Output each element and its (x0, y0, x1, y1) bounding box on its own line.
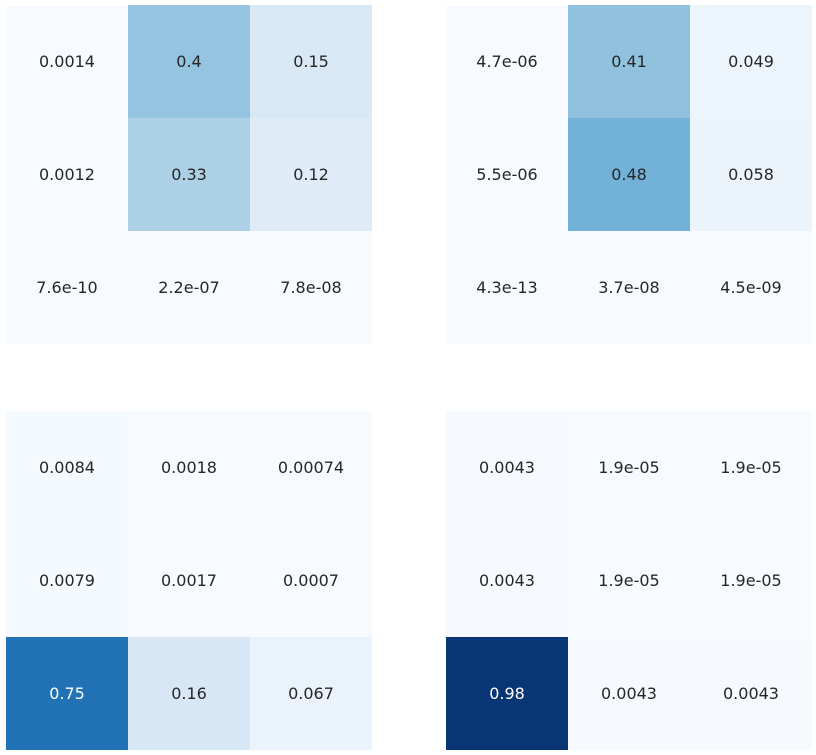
heatmap-cell-p1-r3-c3 (250, 231, 372, 344)
heatmap-cell-p2-r3-c1 (446, 231, 568, 344)
heatmap-cell-p2-r2-c2 (568, 118, 690, 231)
heatmap-cell-label-p1-r2-c1: 0.0012 (39, 165, 95, 184)
heatmap-cell-p1-r3-c1 (6, 231, 128, 344)
heatmap-cell-p2-r1-c2 (568, 5, 690, 118)
heatmap-cell-p3-r3-c2 (128, 637, 250, 750)
heatmap-cell-label-p3-r2-c1: 0.0079 (39, 571, 95, 590)
heatmap-cell-label-p3-r1-c3: 0.00074 (278, 458, 344, 477)
heatmap-cell-label-p4-r2-c1: 0.0043 (479, 571, 535, 590)
heatmap-cell-label-p2-r3-c3: 4.5e-09 (720, 278, 781, 297)
heatmap-cell-p3-r3-c3 (250, 637, 372, 750)
heatmap-cell-p4-r2-c2 (568, 524, 690, 637)
heatmap-cell-label-p4-r3-c1: 0.98 (489, 684, 525, 703)
heatmap-cell-label-p1-r1-c2: 0.4 (176, 52, 201, 71)
heatmap-cell-label-p1-r3-c1: 7.6e-10 (36, 278, 97, 297)
heatmap-cell-p3-r1-c2 (128, 411, 250, 524)
heatmap-cell-label-p4-r3-c2: 0.0043 (601, 684, 657, 703)
heatmap-cell-p1-r1-c3 (250, 5, 372, 118)
heatmap-cell-p3-r2-c1 (6, 524, 128, 637)
heatmap-cell-p2-r3-c3 (690, 231, 812, 344)
heatmap-cell-label-p3-r1-c1: 0.0084 (39, 458, 95, 477)
heatmap-cell-label-p1-r1-c1: 0.0014 (39, 52, 95, 71)
heatmap-cell-p2-r2-c1 (446, 118, 568, 231)
heatmap-cell-label-p2-r1-c2: 0.41 (611, 52, 647, 71)
heatmap-cell-label-p3-r3-c3: 0.067 (288, 684, 334, 703)
heatmap-panel-4: 0.0043 1.9e-05 1.9e-05 0.0043 1.9e-05 1.9e-05… (446, 411, 812, 750)
heatmap-cell-p3-r3-c1 (6, 637, 128, 750)
heatmap-cell-p3-r2-c3 (250, 524, 372, 637)
heatmap-cell-p4-r3-c3 (690, 637, 812, 750)
heatmap-cell-p1-r2-c1 (6, 118, 128, 231)
heatmap-panel-2: 4.7e-06 0.41 0.049 5.5e-06 0.48 0.058 4.3e-13 3… (446, 5, 812, 344)
heatmap-cell-label-p3-r1-c2: 0.0018 (161, 458, 217, 477)
heatmap-cell-p4-r1-c3 (690, 411, 812, 524)
heatmap-cell-label-p1-r3-c2: 2.2e-07 (158, 278, 219, 297)
heatmap-cell-p4-r3-c2 (568, 637, 690, 750)
heatmap-cell-label-p4-r2-c2: 1.9e-05 (598, 571, 659, 590)
heatmap-cell-p2-r3-c2 (568, 231, 690, 344)
heatmap-cell-label-p2-r1-c1: 4.7e-06 (476, 52, 537, 71)
heatmap-cell-p2-r1-c3 (690, 5, 812, 118)
heatmap-cell-p1-r1-c1 (6, 5, 128, 118)
heatmap-cell-p1-r3-c2 (128, 231, 250, 344)
heatmap-cell-label-p2-r2-c2: 0.48 (611, 165, 647, 184)
heatmap-cell-p3-r2-c2 (128, 524, 250, 637)
heatmap-cell-p1-r2-c3 (250, 118, 372, 231)
heatmap-cell-label-p3-r2-c2: 0.0017 (161, 571, 217, 590)
heatmap-cell-label-p4-r1-c3: 1.9e-05 (720, 458, 781, 477)
heatmap-cell-label-p2-r3-c2: 3.7e-08 (598, 278, 659, 297)
heatmap-cell-label-p2-r2-c3: 0.058 (728, 165, 774, 184)
heatmap-cell-label-p1-r2-c3: 0.12 (293, 165, 329, 184)
heatmap-cell-p1-r2-c2 (128, 118, 250, 231)
heatmap-cell-label-p3-r3-c1: 0.75 (49, 684, 85, 703)
heatmap-panel-1: 0.0014 0.4 0.15 0.0012 0.33 0.12 7.6e-10 2.2e-0… (6, 5, 372, 344)
heatmap-cell-label-p2-r2-c1: 5.5e-06 (476, 165, 537, 184)
heatmap-cell-p4-r1-c2 (568, 411, 690, 524)
heatmap-cell-p3-r1-c1 (6, 411, 128, 524)
heatmap-cell-label-p4-r1-c2: 1.9e-05 (598, 458, 659, 477)
heatmap-cell-label-p3-r3-c2: 0.16 (171, 684, 207, 703)
heatmap-cell-p4-r2-c1 (446, 524, 568, 637)
heatmap-cell-p4-r2-c3 (690, 524, 812, 637)
heatmap-cell-label-p1-r3-c3: 7.8e-08 (280, 278, 341, 297)
heatmap-cell-p4-r1-c1 (446, 411, 568, 524)
heatmap-cell-p2-r2-c3 (690, 118, 812, 231)
heatmap-cell-label-p4-r2-c3: 1.9e-05 (720, 571, 781, 590)
heatmap-cell-label-p2-r1-c3: 0.049 (728, 52, 774, 71)
heatmap-cell-label-p4-r1-c1: 0.0043 (479, 458, 535, 477)
heatmap-cell-label-p3-r2-c3: 0.0007 (283, 571, 339, 590)
heatmap-cell-p2-r1-c1 (446, 5, 568, 118)
heatmap-cell-p3-r1-c3 (250, 411, 372, 524)
heatmap-cell-label-p4-r3-c3: 0.0043 (723, 684, 779, 703)
heatmap-cell-p1-r1-c2 (128, 5, 250, 118)
heatmap-panel-3: 0.0084 0.0018 0.00074 0.0079 0.0017 0.0007 0.7… (6, 411, 372, 750)
heatmap-cell-label-p2-r3-c1: 4.3e-13 (476, 278, 537, 297)
heatmap-cell-p4-r3-c1 (446, 637, 568, 750)
heatmap-cell-label-p1-r2-c2: 0.33 (171, 165, 207, 184)
heatmap-cell-label-p1-r1-c3: 0.15 (293, 52, 329, 71)
